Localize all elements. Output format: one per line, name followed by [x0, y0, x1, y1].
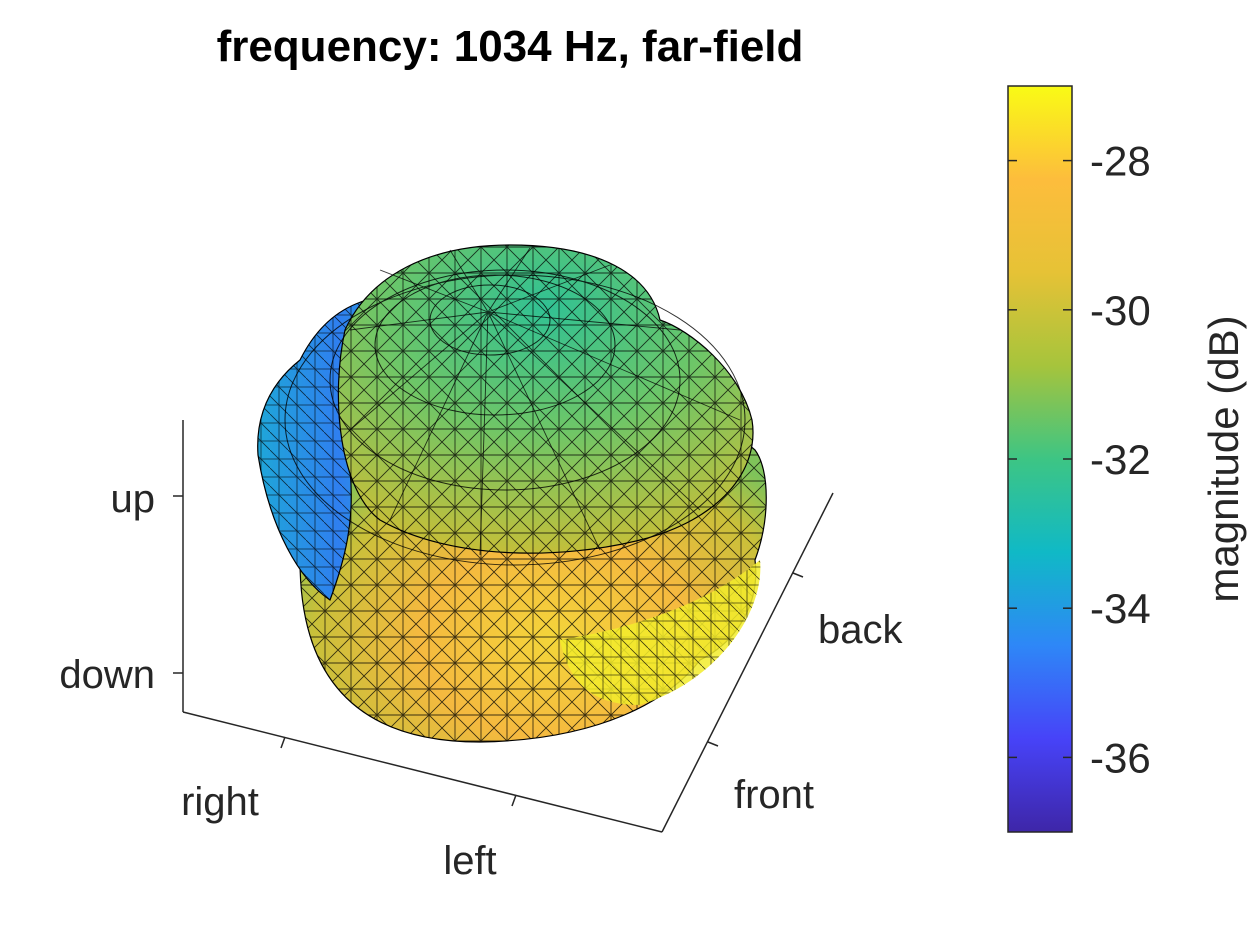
colorbar-tick-label: -32 — [1090, 436, 1151, 483]
y-tick-label-front: front — [734, 773, 814, 817]
y-axis-line — [661, 492, 834, 833]
chart-title: frequency: 1034 Hz, far-field — [216, 22, 804, 71]
y-tick-front — [707, 741, 719, 747]
surface-dome-spokes — [349, 247, 741, 556]
colorbar: -28 -30 -32 -34 -36 — [1007, 85, 1151, 833]
colorbar-fill — [1008, 86, 1072, 832]
x-tick-label-left: left — [443, 839, 496, 883]
y-tick-back — [792, 572, 804, 578]
y-tick-label-back: back — [818, 608, 903, 652]
surface-dome-rings — [284, 269, 746, 566]
colorbar-ticks: -28 -30 -32 -34 -36 — [1008, 138, 1151, 781]
colorbar-label: magnitude (dB) — [1200, 315, 1247, 602]
directivity-surface — [257, 244, 767, 743]
colorbar-tick-label: -30 — [1090, 287, 1151, 334]
z-tick-label-up: up — [111, 477, 156, 521]
colorbar-tick-label: -34 — [1090, 585, 1151, 632]
colorbar-tick-label: -36 — [1090, 734, 1151, 781]
z-tick-label-down: down — [59, 653, 155, 697]
axes-3d — [173, 420, 834, 833]
x-tick-left — [511, 794, 517, 807]
surface-top-mesh — [338, 245, 754, 554]
colorbar-tick-label: -28 — [1090, 138, 1151, 185]
x-axis-line — [182, 711, 663, 833]
x-tick-right — [280, 736, 286, 749]
surface-front-mesh — [560, 560, 761, 705]
surface-left-mesh — [257, 296, 420, 600]
x-tick-label-right: right — [181, 780, 259, 824]
